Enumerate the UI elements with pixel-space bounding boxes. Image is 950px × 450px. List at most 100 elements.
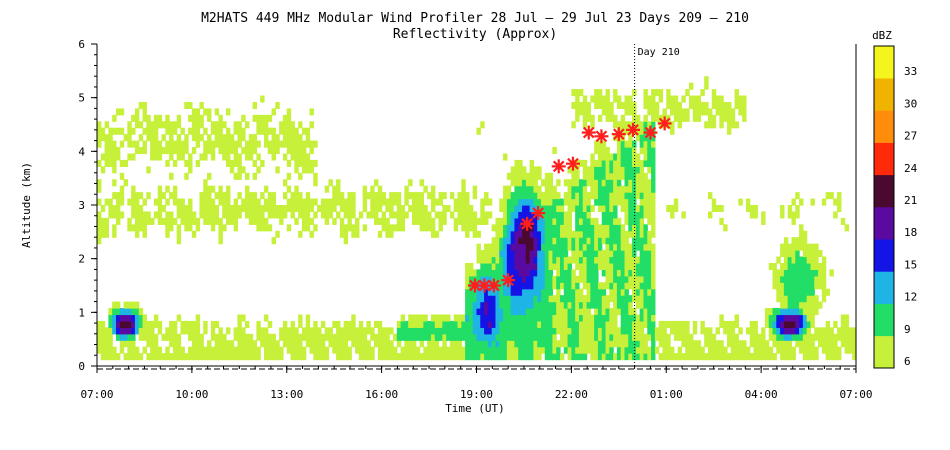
reflectivity-cell [203, 108, 208, 116]
reflectivity-cell [131, 340, 136, 348]
reflectivity-cell [260, 340, 265, 348]
reflectivity-cell [586, 314, 591, 322]
reflectivity-cell [742, 101, 747, 109]
reflectivity-cell [518, 217, 523, 225]
reflectivity-cell [480, 198, 485, 206]
reflectivity-cell [153, 320, 159, 328]
reflectivity-cell [666, 333, 671, 341]
reflectivity-cell [533, 333, 538, 341]
reflectivity-cell [271, 153, 276, 161]
y-tick-label: 4 [78, 145, 85, 158]
reflectivity-cell [385, 198, 390, 206]
reflectivity-cell [605, 172, 610, 180]
reflectivity-cell [681, 114, 686, 122]
reflectivity-cell [115, 211, 121, 219]
reflectivity-cell [605, 108, 610, 116]
reflectivity-cell [229, 205, 235, 213]
reflectivity-cell [241, 353, 246, 361]
reflectivity-cell [582, 121, 588, 129]
reflectivity-cell [647, 320, 652, 328]
reflectivity-cell [472, 340, 478, 348]
reflectivity-cell [408, 314, 413, 322]
reflectivity-cell [821, 198, 827, 206]
reflectivity-cell [559, 211, 565, 219]
reflectivity-cell [377, 230, 383, 238]
reflectivity-cell [726, 333, 732, 341]
reflectivity-cell [290, 147, 295, 155]
reflectivity-cell [465, 295, 470, 303]
reflectivity-cell [309, 333, 314, 341]
reflectivity-cell [286, 185, 292, 193]
reflectivity-cell [597, 147, 603, 155]
reflectivity-cell [434, 198, 440, 206]
reflectivity-cell [620, 262, 626, 270]
reflectivity-cell [423, 333, 428, 341]
reflectivity-cell [548, 172, 553, 180]
reflectivity-cell [245, 211, 250, 219]
reflectivity-cell [772, 353, 777, 361]
reflectivity-cell [442, 327, 447, 335]
reflectivity-cell [533, 230, 538, 238]
reflectivity-cell [453, 217, 459, 225]
reflectivity-cell [267, 333, 273, 341]
reflectivity-cell [506, 288, 512, 296]
reflectivity-cell [639, 320, 645, 328]
reflectivity-cell [237, 320, 242, 328]
reflectivity-cell [624, 269, 629, 277]
reflectivity-cell [578, 288, 584, 296]
reflectivity-cell [169, 153, 174, 161]
reflectivity-cell [670, 121, 675, 129]
reflectivity-cell [172, 340, 178, 348]
reflectivity-cell [404, 333, 409, 341]
reflectivity-cell [411, 314, 417, 322]
reflectivity-cell [582, 346, 588, 354]
reflectivity-cell [537, 269, 542, 277]
reflectivity-cell [510, 320, 516, 328]
reflectivity-cell [567, 224, 572, 232]
reflectivity-cell [317, 340, 322, 348]
reflectivity-cell [533, 205, 538, 213]
reflectivity-cell [487, 340, 493, 348]
reflectivity-cell [601, 295, 607, 303]
reflectivity-cell [780, 314, 785, 322]
reflectivity-cell [689, 353, 694, 361]
reflectivity-cell [514, 282, 519, 290]
reflectivity-cell [586, 224, 591, 232]
reflectivity-cell [518, 243, 523, 251]
reflectivity-cell [578, 89, 584, 97]
reflectivity-cell [484, 320, 489, 328]
reflectivity-cell [275, 340, 280, 348]
reflectivity-cell [112, 320, 117, 328]
reflectivity-cell [567, 327, 572, 335]
reflectivity-cell [643, 295, 648, 303]
reflectivity-cell [298, 147, 303, 155]
reflectivity-cell [624, 198, 629, 206]
reflectivity-cell [355, 327, 360, 335]
reflectivity-cell [590, 243, 595, 251]
reflectivity-cell [666, 95, 671, 103]
reflectivity-cell [658, 95, 664, 103]
reflectivity-cell [541, 340, 546, 348]
reflectivity-cell [753, 205, 758, 213]
reflectivity-cell [802, 269, 808, 277]
reflectivity-cell [263, 121, 269, 129]
reflectivity-cell [594, 301, 599, 309]
reflectivity-cell [518, 275, 523, 283]
echo-top-marker [611, 127, 626, 142]
reflectivity-cell [157, 211, 163, 219]
reflectivity-cell [320, 320, 326, 328]
reflectivity-cell [677, 101, 683, 109]
reflectivity-cell [783, 237, 789, 245]
reflectivity-cell [571, 250, 576, 258]
reflectivity-cell [195, 353, 201, 361]
colorbar-swatch [874, 239, 894, 272]
reflectivity-cell [601, 256, 607, 264]
reflectivity-cell [666, 89, 671, 97]
reflectivity-cell [476, 295, 481, 303]
reflectivity-cell [146, 211, 151, 219]
reflectivity-cell [734, 89, 739, 97]
reflectivity-cell [776, 314, 781, 322]
reflectivity-cell [601, 230, 607, 238]
reflectivity-cell [609, 101, 614, 109]
reflectivity-cell [734, 346, 739, 354]
